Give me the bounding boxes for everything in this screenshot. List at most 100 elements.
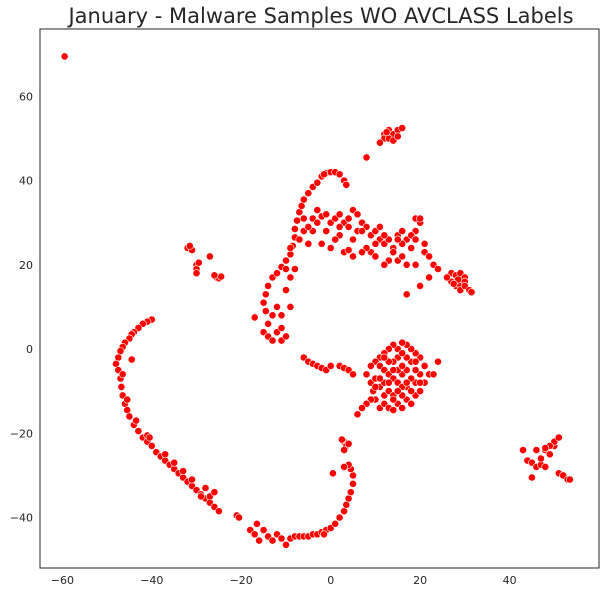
data-point	[127, 355, 136, 364]
data-point	[416, 281, 424, 290]
x-tick-label: 40	[503, 574, 517, 587]
data-point	[304, 189, 313, 198]
data-point	[194, 258, 203, 267]
data-point	[366, 361, 375, 370]
y-tick-label: −40	[10, 512, 33, 525]
data-point	[250, 530, 259, 539]
data-point	[317, 239, 326, 248]
data-point	[398, 349, 407, 358]
data-point	[407, 399, 416, 408]
data-point	[402, 290, 411, 299]
data-point	[286, 244, 295, 252]
data-point	[282, 332, 290, 341]
data-point	[375, 374, 384, 383]
data-point	[346, 488, 355, 497]
data-point	[380, 260, 389, 269]
data-point	[393, 235, 402, 244]
data-point	[293, 216, 301, 225]
data-point	[250, 313, 259, 322]
data-point	[449, 279, 458, 288]
data-point	[429, 370, 438, 379]
data-point	[60, 52, 69, 61]
data-point	[147, 441, 156, 450]
data-point	[398, 338, 407, 347]
data-point	[416, 378, 424, 387]
data-point	[349, 479, 357, 488]
data-point	[331, 519, 340, 528]
data-point	[261, 307, 270, 315]
data-point	[411, 235, 420, 244]
x-tick-label: 20	[413, 574, 427, 587]
data-point	[197, 492, 205, 501]
data-point	[411, 366, 420, 374]
data-point	[286, 273, 295, 282]
data-point	[416, 387, 424, 395]
data-point	[259, 298, 268, 307]
data-point	[380, 231, 389, 240]
data-point	[304, 222, 313, 231]
data-point	[192, 269, 201, 278]
data-point	[290, 225, 299, 233]
data-point	[295, 235, 304, 244]
data-point	[259, 526, 268, 534]
data-point	[349, 252, 357, 261]
x-tick-label: −40	[140, 574, 163, 587]
data-point	[342, 180, 351, 189]
data-point	[344, 439, 353, 448]
data-point	[389, 395, 398, 404]
data-point	[313, 178, 322, 187]
data-point	[179, 467, 187, 475]
data-point	[326, 361, 335, 370]
data-point	[268, 536, 277, 545]
data-point	[313, 206, 322, 214]
data-point	[398, 124, 407, 132]
data-point	[434, 357, 442, 366]
data-point	[188, 475, 196, 484]
data-point	[398, 404, 407, 412]
data-point	[322, 227, 331, 235]
data-point	[353, 210, 362, 219]
data-point	[210, 488, 219, 497]
data-point	[382, 128, 391, 137]
data-point	[331, 235, 340, 244]
data-point	[299, 214, 308, 223]
data-point	[416, 214, 424, 223]
data-point	[273, 269, 281, 278]
data-point	[380, 353, 389, 362]
plot-frame	[39, 28, 600, 569]
data-point	[268, 336, 277, 345]
chart-title: January - Malware Samples WO AVCLASS Lab…	[66, 4, 573, 28]
data-point	[282, 256, 290, 265]
data-point	[118, 370, 127, 379]
data-point	[420, 361, 429, 370]
data-point	[358, 227, 366, 235]
data-points	[60, 52, 574, 549]
data-point	[362, 153, 371, 162]
data-point	[185, 241, 194, 250]
data-point	[389, 366, 398, 374]
data-point	[125, 412, 134, 421]
data-point	[264, 281, 272, 290]
data-point	[425, 273, 433, 282]
data-point	[541, 462, 550, 471]
data-point	[335, 210, 344, 219]
data-point	[532, 446, 541, 454]
y-tick-label: 40	[19, 175, 33, 188]
data-point	[371, 239, 380, 248]
y-tick-label: 60	[19, 90, 33, 103]
data-point	[132, 416, 140, 425]
data-point	[277, 324, 286, 332]
data-point	[398, 361, 407, 370]
data-point	[344, 246, 353, 254]
data-point	[371, 382, 380, 391]
data-point	[337, 435, 346, 444]
data-point	[362, 370, 371, 379]
data-point	[545, 450, 554, 459]
data-point	[268, 311, 277, 320]
data-point	[282, 286, 290, 294]
data-point	[290, 265, 299, 273]
data-point	[252, 519, 261, 528]
data-point	[398, 227, 407, 235]
data-point	[320, 170, 328, 179]
